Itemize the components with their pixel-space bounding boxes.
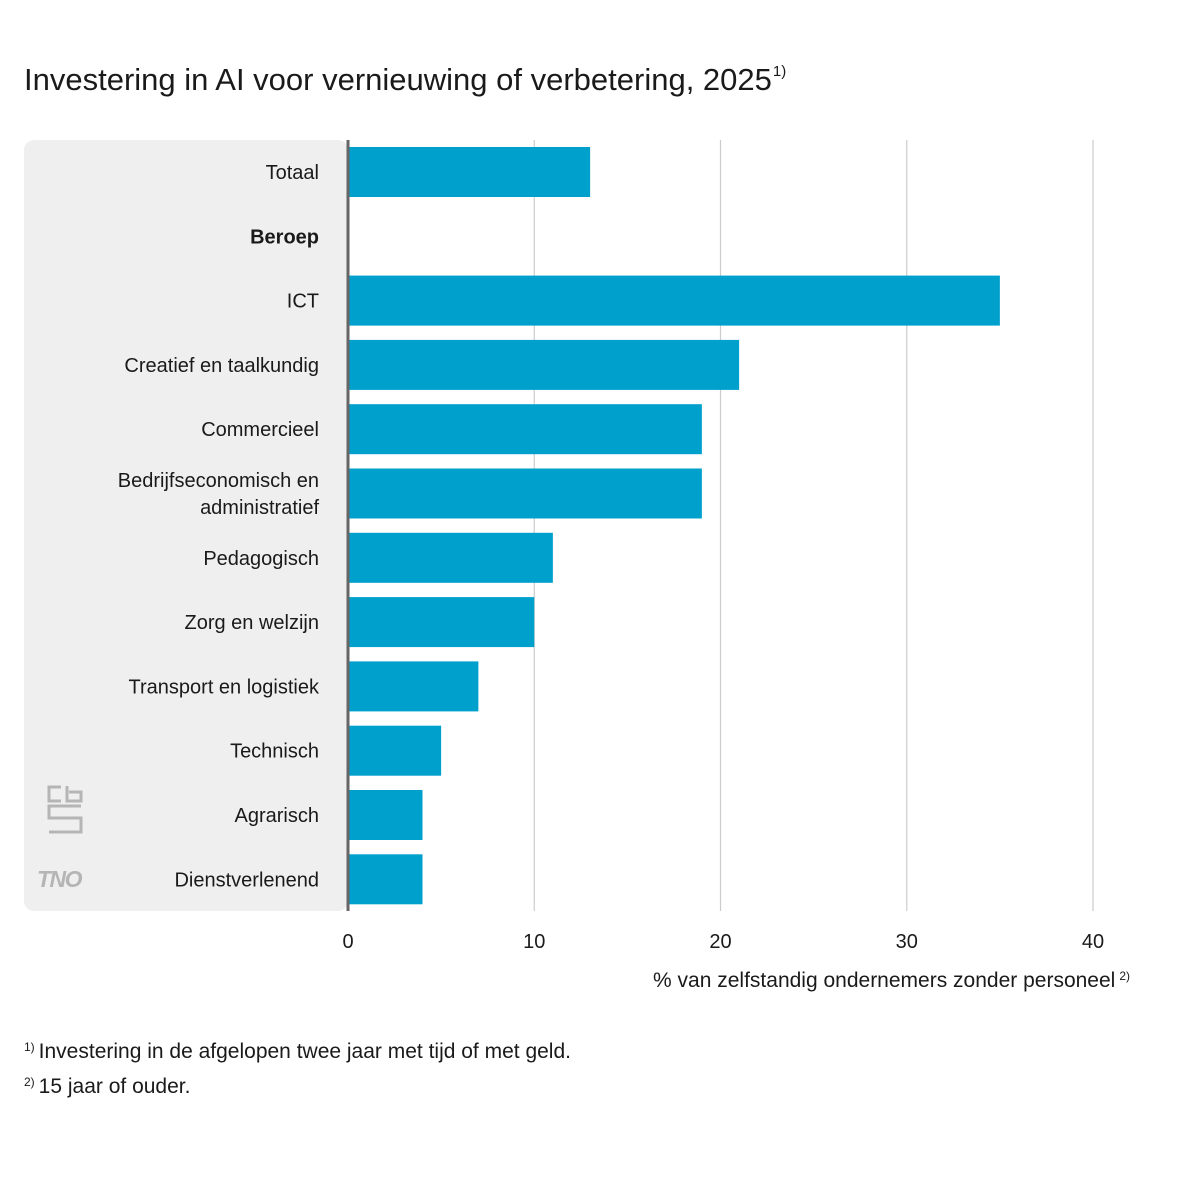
chart-title-text: Investering in AI voor vernieuwing of ve… xyxy=(24,62,772,97)
tno-logo: TNO xyxy=(37,866,83,892)
x-tick-label-30: 30 xyxy=(896,931,918,953)
x-tick-labels: 0 10 20 30 40 xyxy=(342,931,1104,953)
category-labels: Totaal Beroep ICT Creatief en taalkundig Com… xyxy=(118,162,320,891)
x-tick-label-40: 40 xyxy=(1082,931,1104,953)
footnote-2-mark: 2) xyxy=(24,1075,35,1089)
x-tick-label-20: 20 xyxy=(709,931,731,953)
category-label-dienstverlenend: Dienstverlenend xyxy=(174,869,319,891)
x-tick-label-0: 0 xyxy=(342,931,353,953)
bar-pedagogisch xyxy=(348,532,553,583)
category-label-ict: ICT xyxy=(287,291,319,313)
category-label-bedrijfseconomisch-en-administratief: Bedrijfseconomisch en administratief xyxy=(118,470,320,519)
bar-agrarisch xyxy=(348,790,423,840)
x-tick-label-10: 10 xyxy=(523,931,545,953)
footnote-1: 1) Investering in de afgelopen twee jaar … xyxy=(24,1032,571,1067)
category-label-transport-en-logistiek: Transport en logistiek xyxy=(129,676,320,698)
category-label-zorg-en-welzijn: Zorg en welzijn xyxy=(184,612,319,634)
bar-chart: Totaal Beroep ICT Creatief en taalkundig Com… xyxy=(24,140,1104,953)
bar-bedrijfseconomisch-en-administratief xyxy=(348,468,702,519)
bars xyxy=(348,147,1000,905)
bar-transport-en-logistiek xyxy=(348,661,479,712)
footnote-2-text: 15 jaar of ouder. xyxy=(38,1075,191,1098)
bar-totaal xyxy=(348,147,591,197)
bar-dienstverlenend xyxy=(348,854,423,905)
title-footnote-mark: 1) xyxy=(772,63,787,80)
category-label-totaal: Totaal xyxy=(266,162,319,184)
x-axis-footnote-mark: 2) xyxy=(1119,969,1130,983)
bar-commercieel xyxy=(348,404,702,455)
footnote-1-mark: 1) xyxy=(24,1040,35,1054)
x-axis-title: % van zelfstandig ondernemers zonder per… xyxy=(653,969,1130,993)
gridlines xyxy=(533,140,1094,911)
bar-ict xyxy=(348,275,1000,326)
x-axis-title-text: % van zelfstandig ondernemers zonder per… xyxy=(653,969,1116,992)
category-label-commercieel: Commercieel xyxy=(201,419,319,441)
chart-title: Investering in AI voor vernieuwing of ve… xyxy=(24,62,786,98)
category-panel xyxy=(24,140,348,911)
cbs-logo xyxy=(47,785,83,834)
footnote-1-text: Investering in de afgelopen twee jaar me… xyxy=(38,1040,571,1063)
bar-technisch xyxy=(348,725,442,776)
bar-zorg-en-welzijn xyxy=(348,597,535,648)
footnotes: 1) Investering in de afgelopen twee jaar … xyxy=(24,1032,571,1102)
category-label-technisch: Technisch xyxy=(230,741,319,763)
footnote-2: 2) 15 jaar of ouder. xyxy=(24,1067,571,1102)
category-label-beroep: Beroep xyxy=(250,226,319,248)
category-label-creatief-en-taalkundig: Creatief en taalkundig xyxy=(124,355,319,377)
bar-creatief-en-taalkundig xyxy=(348,339,740,390)
category-label-agrarisch: Agrarisch xyxy=(235,805,319,827)
category-label-pedagogisch: Pedagogisch xyxy=(203,548,319,570)
